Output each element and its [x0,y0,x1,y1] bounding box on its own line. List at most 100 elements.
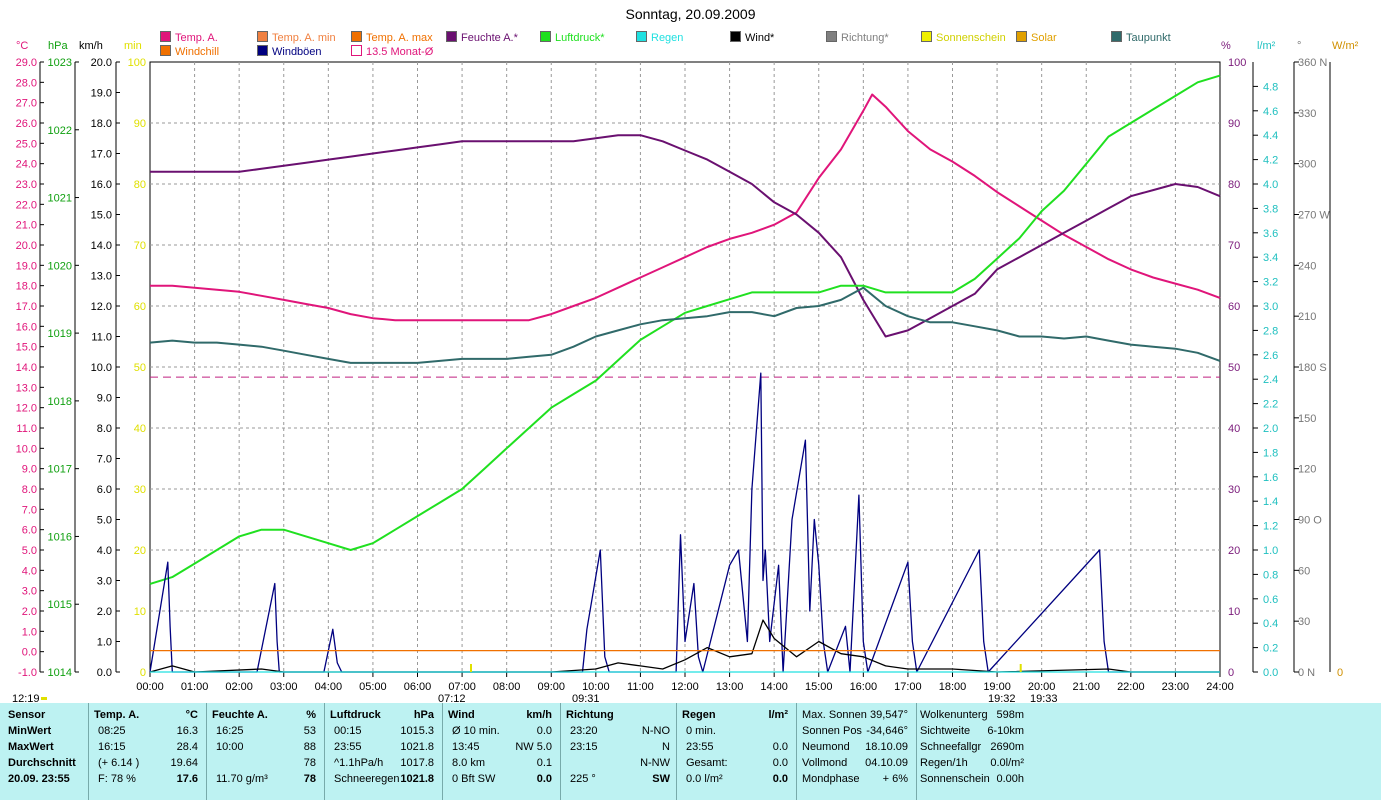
sun-marker-left [41,697,47,700]
rain-tick-label: 2.2 [1263,399,1278,411]
kmh-tick-label: 7.0 [97,454,112,466]
stats-separator [916,703,917,800]
stats-row: Gesamt: 0.0 [682,755,788,771]
time-tick-label: 18:00 [939,681,967,693]
stats-cell: 1021.8 [400,741,434,753]
rain-tick-label: 0.8 [1263,569,1278,581]
stats-cell: 88 [303,741,316,753]
stats-cell: Max. Sonnen [802,709,867,721]
time-tick-label: 13:00 [716,681,744,693]
deg-tick-label: 150 [1298,413,1316,425]
pct-tick-label: 100 [1228,57,1246,69]
min-tick-label: 70 [134,240,146,252]
stats-sensor-col: Sensor MinWert MaxWert Durchschnitt 20.09. 2… [8,707,86,787]
stats-cell: Feuchte A. [212,709,268,721]
rain-tick-label: 2.4 [1263,374,1278,386]
stats-cell: Wolkenunterg [920,709,988,721]
stats-cell: 1021.8 [400,773,434,785]
stats-cell: N-NO [641,725,670,737]
rain-tick-label: 4.0 [1263,179,1278,191]
series-line-temp-a- [150,93,1221,322]
stats-row: Max. Sonnen 39,547° [802,707,908,723]
stats-row: Sonnenschein 0.00h [920,771,1024,787]
legend-item: Temp. A. max [351,31,433,44]
stats-cell: Sichtweite [920,725,971,737]
stats-row: 11.70 g/m³ 78 [212,771,316,787]
stats-cell: 2690m [990,741,1024,753]
stats-cell: 16.3 [176,725,198,737]
stats-cell: 16:15 [98,741,126,753]
deg-tick-label: 60 [1298,565,1310,577]
stats-cell: °C [185,709,198,721]
stats-row: Wind km/h [448,707,552,723]
unit-hpa: hPa [48,40,68,52]
deg-tick-label: 300 [1298,159,1316,171]
deg-tick-label: 30 [1298,616,1310,628]
rain-tick-label: 2.0 [1263,423,1278,435]
sunrise-label: 07:12 [438,693,466,703]
kmh-tick-label: 19.0 [91,88,112,100]
kmh-tick-label: 1.0 [97,637,112,649]
time-tick-label: 11:00 [627,681,654,693]
stats-cell: Sensor [8,709,46,721]
deg-tick-label: 120 [1298,464,1316,476]
stats-row: 8.0 km 0.1 [448,755,552,771]
time-tick-label: 10:00 [582,681,610,693]
legend-swatch [160,45,171,56]
stats-cell: Temp. A. [94,709,140,721]
stats-row: 20.09. 23:55 [8,771,86,787]
stats-row: MinWert [8,723,86,739]
rain-tick-label: 0.4 [1263,618,1278,630]
legend-swatch [1111,31,1122,42]
stats-cell: 1017.8 [400,757,434,769]
min-tick-label: 90 [134,118,146,130]
min-tick-label: 30 [134,484,146,496]
stats-cell: MinWert [8,725,52,737]
kmh-tick-label: 10.0 [91,362,112,374]
stats-cell: % [306,709,316,721]
stats-row: Vollmond 04.10.09 [802,755,908,771]
stats-row: N-NW [566,755,670,771]
stats-row: Durchschnitt [8,755,86,771]
kmh-tick-label: 9.0 [97,393,112,405]
temp-tick-label: 9.0 [22,464,37,476]
time-tick-label: 14:00 [760,681,788,693]
legend-item: Taupunkt [1111,31,1171,44]
stats-cell: Regen [682,709,716,721]
unit-percent: % [1221,40,1231,52]
stats-cell: (+ 6.14 ) [98,757,140,769]
stats-cell: F: 78 % [98,773,136,785]
series-line-feuchte-a- [150,134,1221,338]
stats-row: 0.0 l/m² 0.0 [682,771,788,787]
stats-cell: 18.10.09 [865,741,908,753]
stats-cell: NW 5.0 [515,741,552,753]
deg-tick-label: 0 N [1298,667,1315,679]
legend-item: Luftdruck* [540,31,605,44]
kmh-tick-label: 4.0 [97,545,112,557]
legend-swatch [446,31,457,42]
temp-tick-label: 27.0 [16,98,37,110]
stats-cell: SW [652,773,670,785]
legend-label: Windböen [272,46,322,58]
rain-tick-label: 3.4 [1263,252,1278,264]
legend-item: Solar [1016,31,1057,44]
stats-row: Regen/1h 0.0l/m² [920,755,1024,771]
stats-row: Temp. A. °C [94,707,198,723]
temp-tick-label: 2.0 [22,606,37,618]
stats-row: 08:25 16.3 [94,723,198,739]
min-tick-label: 10 [134,606,146,618]
stats-row: 16:25 53 [212,723,316,739]
stats-direction-col: Richtung 23:20 N-NO 23:15 N N-NW 225 ° SW [566,707,670,787]
temp-tick-label: 6.0 [22,525,37,537]
time-tick-label: 09:00 [537,681,565,693]
kmh-tick-label: 17.0 [91,149,112,161]
legend-label: Temp. A. [175,32,218,44]
legend-item: Windchill [160,45,219,58]
stats-row: Richtung [566,707,670,723]
stats-cell: Schneeregen [334,773,400,785]
stats-sun-col: Max. Sonnen 39,547° Sonnen Pos -34,646° Neum… [802,707,908,787]
marker-time-left: 12:19 [12,693,40,703]
stats-cell: 39,547° [869,709,908,721]
kmh-tick-label: 5.0 [97,515,112,527]
legend-swatch [1016,31,1027,42]
